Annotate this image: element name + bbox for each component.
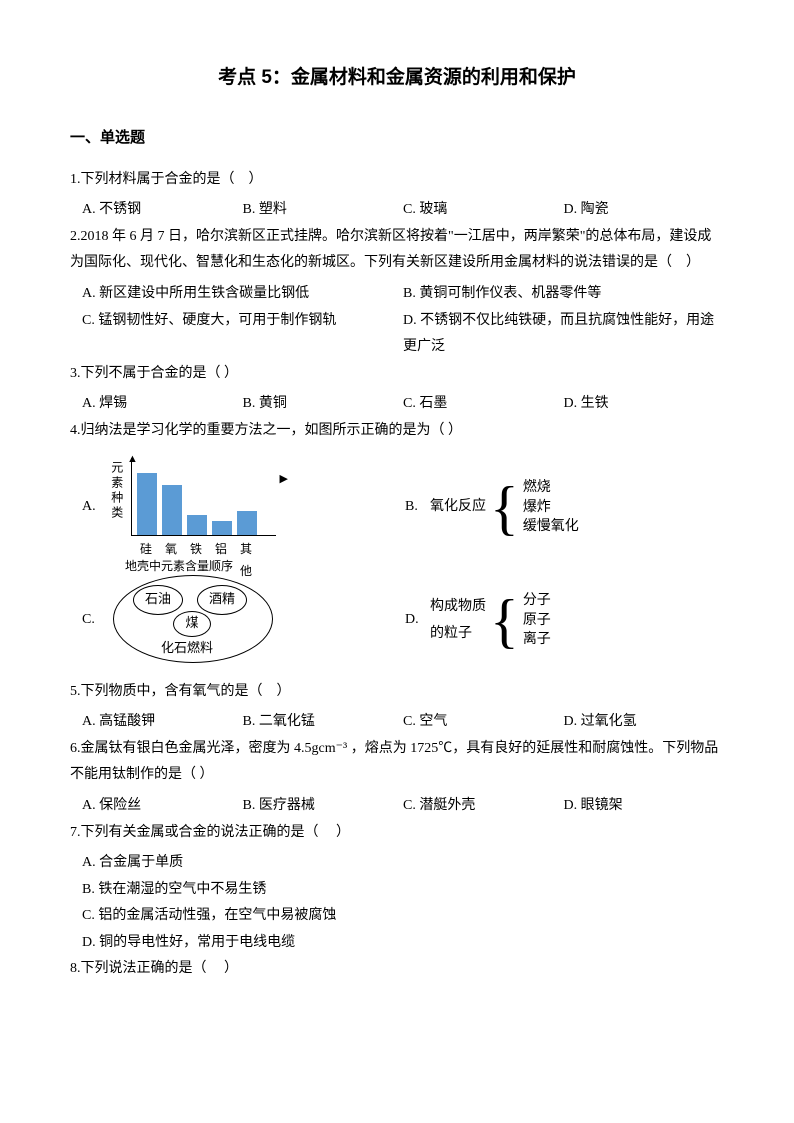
- q4-d-items: 分子 原子 离子: [523, 591, 551, 650]
- q1-opt-a: A. 不锈钢: [82, 197, 243, 224]
- chart-y-label: 元素种类: [105, 461, 128, 521]
- q4-b-item1: 燃烧: [523, 478, 579, 498]
- bar-3: [212, 521, 232, 535]
- q6-options: A. 保险丝 B. 医疗器械 C. 潜艇外壳 D. 眼镜架: [70, 793, 724, 820]
- q7-opt-d: D. 铜的导电性好，常用于电线电缆: [70, 930, 724, 957]
- q2-opt-b: B. 黄铜可制作仪表、机器零件等: [403, 281, 724, 308]
- venn-label: 化石燃料: [161, 636, 213, 661]
- page-title: 考点 5：金属材料和金属资源的利用和保护: [70, 60, 724, 96]
- question-5: 5.下列物质中，含有氧气的是（ ）: [70, 679, 724, 706]
- q2-opt-d: D. 不锈钢不仅比纯铁硬，而且抗腐蚀性能好，用途更广泛: [403, 308, 724, 361]
- q4-d-lead1: 构成物质: [430, 594, 486, 621]
- venn-c1: 石油: [133, 585, 183, 615]
- q2-options-r1: A. 新区建设中所用生铁含碳量比钢低 B. 黄铜可制作仪表、机器零件等: [70, 281, 724, 308]
- bar-4: [237, 511, 257, 535]
- q4-a-diagram: 元素种类 ▲ ▶ 硅氧铁铝其他 地壳中元素含量顺序: [105, 453, 305, 563]
- q4-b-item3: 缓慢氧化: [523, 517, 579, 537]
- bracket-icon: {: [490, 597, 519, 645]
- q3-opt-d: D. 生铁: [564, 391, 725, 418]
- q7-opt-c: C. 铝的金属活动性强，在空气中易被腐蚀: [70, 903, 724, 930]
- q4-d-item3: 离子: [523, 630, 551, 650]
- q4-d-lead2: 的粒子: [430, 621, 486, 648]
- q5-options: A. 高锰酸钾 B. 二氧化锰 C. 空气 D. 过氧化氢: [70, 709, 724, 736]
- q6-opt-a: A. 保险丝: [82, 793, 243, 820]
- chart-area: [131, 458, 276, 536]
- q6-opt-d: D. 眼镜架: [564, 793, 725, 820]
- q4-c-label: C.: [70, 607, 105, 634]
- q4-row-cd: C. 石油 酒精 煤 化石燃料 D. 构成物质 的粒子 { 分子 原子 离子: [70, 571, 724, 671]
- q2-opt-c: C. 锰钢韧性好、硬度大，可用于制作钢轨: [82, 308, 403, 361]
- q3-opt-b: B. 黄铜: [243, 391, 404, 418]
- q7-opt-b: B. 铁在潮湿的空气中不易生锈: [70, 877, 724, 904]
- question-6: 6.金属钛有银白色金属光泽，密度为 4.5gcm⁻³ ，熔点为 1725℃，具有…: [70, 736, 724, 789]
- section-header: 一、单选题: [70, 124, 724, 153]
- q4-b-item2: 爆炸: [523, 498, 579, 518]
- q4-d-item2: 原子: [523, 611, 551, 631]
- q4-d-lead: 构成物质 的粒子: [430, 594, 486, 647]
- q4-d-label: D.: [405, 607, 430, 634]
- bar-2: [187, 515, 207, 535]
- question-1: 1.下列材料属于合金的是（ ）: [70, 167, 724, 194]
- q6-opt-c: C. 潜艇外壳: [403, 793, 564, 820]
- bar-0: [137, 473, 157, 535]
- q5-opt-a: A. 高锰酸钾: [82, 709, 243, 736]
- venn-c2: 酒精: [197, 585, 247, 615]
- q1-opt-d: D. 陶瓷: [564, 197, 725, 224]
- chart-arrow-x: ▶: [280, 469, 288, 490]
- q5-opt-b: B. 二氧化锰: [243, 709, 404, 736]
- q5-opt-d: D. 过氧化氢: [564, 709, 725, 736]
- q4-c-diagram: 石油 酒精 煤 化石燃料: [105, 571, 305, 671]
- bar-1: [162, 485, 182, 535]
- q4-b-items: 燃烧 爆炸 缓慢氧化: [523, 478, 579, 537]
- q6-opt-b: B. 医疗器械: [243, 793, 404, 820]
- q3-options: A. 焊锡 B. 黄铜 C. 石墨 D. 生铁: [70, 391, 724, 418]
- q4-row-ab: A. 元素种类 ▲ ▶ 硅氧铁铝其他 地壳中元素含量顺序 B. 氧化反应 { 燃…: [70, 453, 724, 563]
- question-7: 7.下列有关金属或合金的说法正确的是（ ）: [70, 820, 724, 847]
- venn-diagram: 石油 酒精 煤 化石燃料: [105, 571, 285, 671]
- question-4: 4.归纳法是学习化学的重要方法之一，如图所示正确的是为（ ）: [70, 418, 724, 445]
- q4-b-lead: 氧化反应: [430, 494, 486, 521]
- q4-a-label: A.: [70, 494, 105, 521]
- bracket-icon: {: [490, 484, 519, 532]
- q1-opt-b: B. 塑料: [243, 197, 404, 224]
- venn-c3: 煤: [173, 611, 211, 637]
- q1-options: A. 不锈钢 B. 塑料 C. 玻璃 D. 陶瓷: [70, 197, 724, 224]
- q1-opt-c: C. 玻璃: [403, 197, 564, 224]
- q4-d-diagram: 构成物质 的粒子 { 分子 原子 离子: [430, 591, 551, 650]
- question-2: 2.2018 年 6 月 7 日，哈尔滨新区正式挂牌。哈尔滨新区将按着"一江居中…: [70, 224, 724, 277]
- q7-opt-a: A. 合金属于单质: [70, 850, 724, 877]
- q5-opt-c: C. 空气: [403, 709, 564, 736]
- q4-b-label: B.: [405, 494, 430, 521]
- question-3: 3.下列不属于合金的是（ ）: [70, 361, 724, 388]
- q3-opt-a: A. 焊锡: [82, 391, 243, 418]
- q2-options-r2: C. 锰钢韧性好、硬度大，可用于制作钢轨 D. 不锈钢不仅比纯铁硬，而且抗腐蚀性…: [70, 308, 724, 361]
- q4-b-wrapper: B. 氧化反应 { 燃烧 爆炸 缓慢氧化: [405, 478, 579, 537]
- q4-d-wrapper: D. 构成物质 的粒子 { 分子 原子 离子: [405, 591, 551, 650]
- q3-opt-c: C. 石墨: [403, 391, 564, 418]
- q4-d-item1: 分子: [523, 591, 551, 611]
- q4-b-diagram: 氧化反应 { 燃烧 爆炸 缓慢氧化: [430, 478, 579, 537]
- q2-opt-a: A. 新区建设中所用生铁含碳量比钢低: [82, 281, 403, 308]
- question-8: 8.下列说法正确的是（ ）: [70, 956, 724, 983]
- bar-chart: 元素种类 ▲ ▶ 硅氧铁铝其他 地壳中元素含量顺序: [105, 453, 280, 563]
